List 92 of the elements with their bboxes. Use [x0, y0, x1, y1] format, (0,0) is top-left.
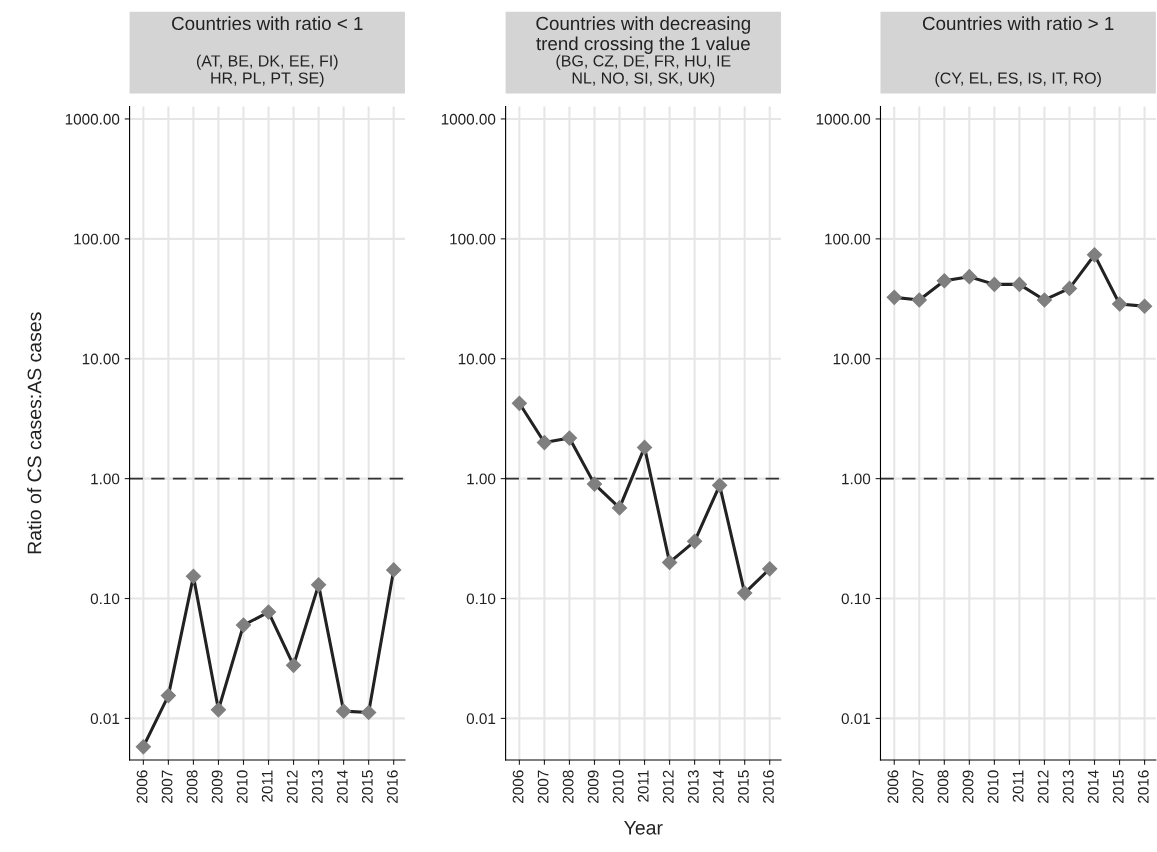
point	[311, 577, 327, 593]
point	[160, 688, 176, 704]
y-tick-label: 0.10	[466, 593, 496, 605]
chart-subtitle: (AT, BE, DK, EE, FI) HR, PL, PT, SE)	[196, 54, 338, 87]
chart-subtitle: (CY, EL, ES, IS, IT, RO)	[935, 72, 1101, 87]
point	[511, 395, 527, 411]
x-tick-label: 2016	[386, 770, 398, 803]
x-tick-label: 2010	[236, 770, 248, 803]
x-axis-title: Year	[624, 821, 663, 835]
x-tick-label: 2009	[587, 770, 599, 803]
x-tick-label: 2008	[937, 770, 949, 803]
chart-title: Countries with ratio < 1	[172, 16, 363, 31]
point	[936, 273, 952, 289]
point	[1061, 280, 1078, 296]
x-tick-label: 2011	[1012, 770, 1024, 802]
point	[586, 476, 603, 492]
x-tick-label: 2006	[887, 770, 899, 803]
y-axis-title: Ratio of CS cases:AS cases	[27, 312, 42, 554]
y-tick-label: 10.00	[833, 353, 871, 365]
x-tick-label: 2014	[1087, 770, 1099, 803]
y-tick-label: 1000.00	[816, 113, 871, 125]
point	[911, 292, 927, 308]
x-tick-label: 2012	[1037, 770, 1049, 803]
y-tick-label: 10.00	[82, 353, 120, 365]
point	[361, 704, 377, 721]
y-tick-label: 10.00	[458, 353, 496, 365]
x-tick-label: 2016	[1137, 770, 1149, 803]
chart-title: Countries with ratio > 1	[922, 16, 1114, 31]
x-tick-label: 2015	[1112, 770, 1124, 803]
point	[1036, 292, 1053, 308]
point	[737, 585, 753, 601]
x-tick-label: 2012	[286, 770, 298, 803]
point	[285, 657, 302, 673]
point	[135, 739, 151, 755]
y-tick-label: 0.01	[466, 713, 496, 725]
x-tick-label: 2010	[987, 770, 999, 803]
point	[185, 568, 201, 584]
x-tick-label: 2007	[537, 770, 549, 803]
x-tick-label: 2010	[612, 770, 624, 803]
y-tick-label: 1.00	[467, 473, 496, 485]
x-tick-label: 2011	[637, 770, 649, 802]
x-tick-label: 2015	[737, 770, 749, 803]
y-tick-label: 1000.00	[65, 113, 120, 125]
y-tick-label: 100.00	[825, 233, 871, 245]
x-tick-label: 2009	[211, 770, 223, 803]
point	[1111, 296, 1128, 312]
point	[986, 276, 1002, 292]
point	[636, 439, 653, 456]
point	[536, 434, 552, 451]
point	[712, 477, 728, 493]
point	[235, 617, 252, 633]
x-tick-label: 2006	[136, 770, 148, 803]
y-tick-label: 1.00	[842, 473, 871, 485]
point	[611, 500, 628, 516]
point	[260, 604, 277, 620]
y-tick-label: 100.00	[450, 233, 496, 245]
chart-title: Countries with decreasing trend crossing the 1 value	[536, 16, 750, 54]
point	[762, 561, 778, 577]
x-tick-label: 2012	[662, 770, 674, 803]
point	[1086, 247, 1103, 263]
x-tick-label: 2013	[311, 770, 323, 803]
x-tick-label: 2014	[336, 770, 348, 803]
point	[1137, 298, 1153, 314]
point	[561, 430, 578, 446]
y-tick-label: 1.00	[91, 473, 120, 485]
x-tick-label: 2013	[687, 770, 699, 803]
x-tick-label: 2011	[261, 770, 273, 802]
x-tick-label: 2008	[186, 770, 198, 803]
point	[886, 289, 902, 305]
x-tick-label: 2007	[912, 770, 924, 803]
chart-subtitle: (BG, CZ, DE, FR, HU, IE NL, NO, SI, SK, UK)	[556, 54, 731, 87]
y-tick-label: 0.10	[841, 593, 871, 605]
y-tick-label: 100.00	[74, 233, 120, 245]
x-tick-label: 2008	[562, 770, 574, 803]
point	[961, 269, 977, 285]
x-tick-label: 2009	[962, 770, 974, 803]
x-tick-label: 2014	[712, 770, 724, 803]
y-tick-label: 0.01	[90, 713, 120, 725]
point	[1011, 276, 1027, 292]
x-tick-label: 2006	[512, 770, 524, 803]
point	[687, 533, 703, 549]
x-tick-label: 2016	[762, 770, 774, 803]
x-tick-label: 2007	[161, 770, 173, 803]
point	[210, 702, 227, 718]
point	[662, 554, 678, 570]
y-tick-label: 0.10	[90, 593, 120, 605]
y-tick-label: 1000.00	[441, 113, 496, 125]
point	[386, 562, 402, 578]
x-tick-label: 2013	[1062, 770, 1074, 803]
y-tick-label: 0.01	[841, 713, 871, 725]
point	[336, 703, 352, 719]
x-tick-label: 2015	[361, 770, 373, 803]
